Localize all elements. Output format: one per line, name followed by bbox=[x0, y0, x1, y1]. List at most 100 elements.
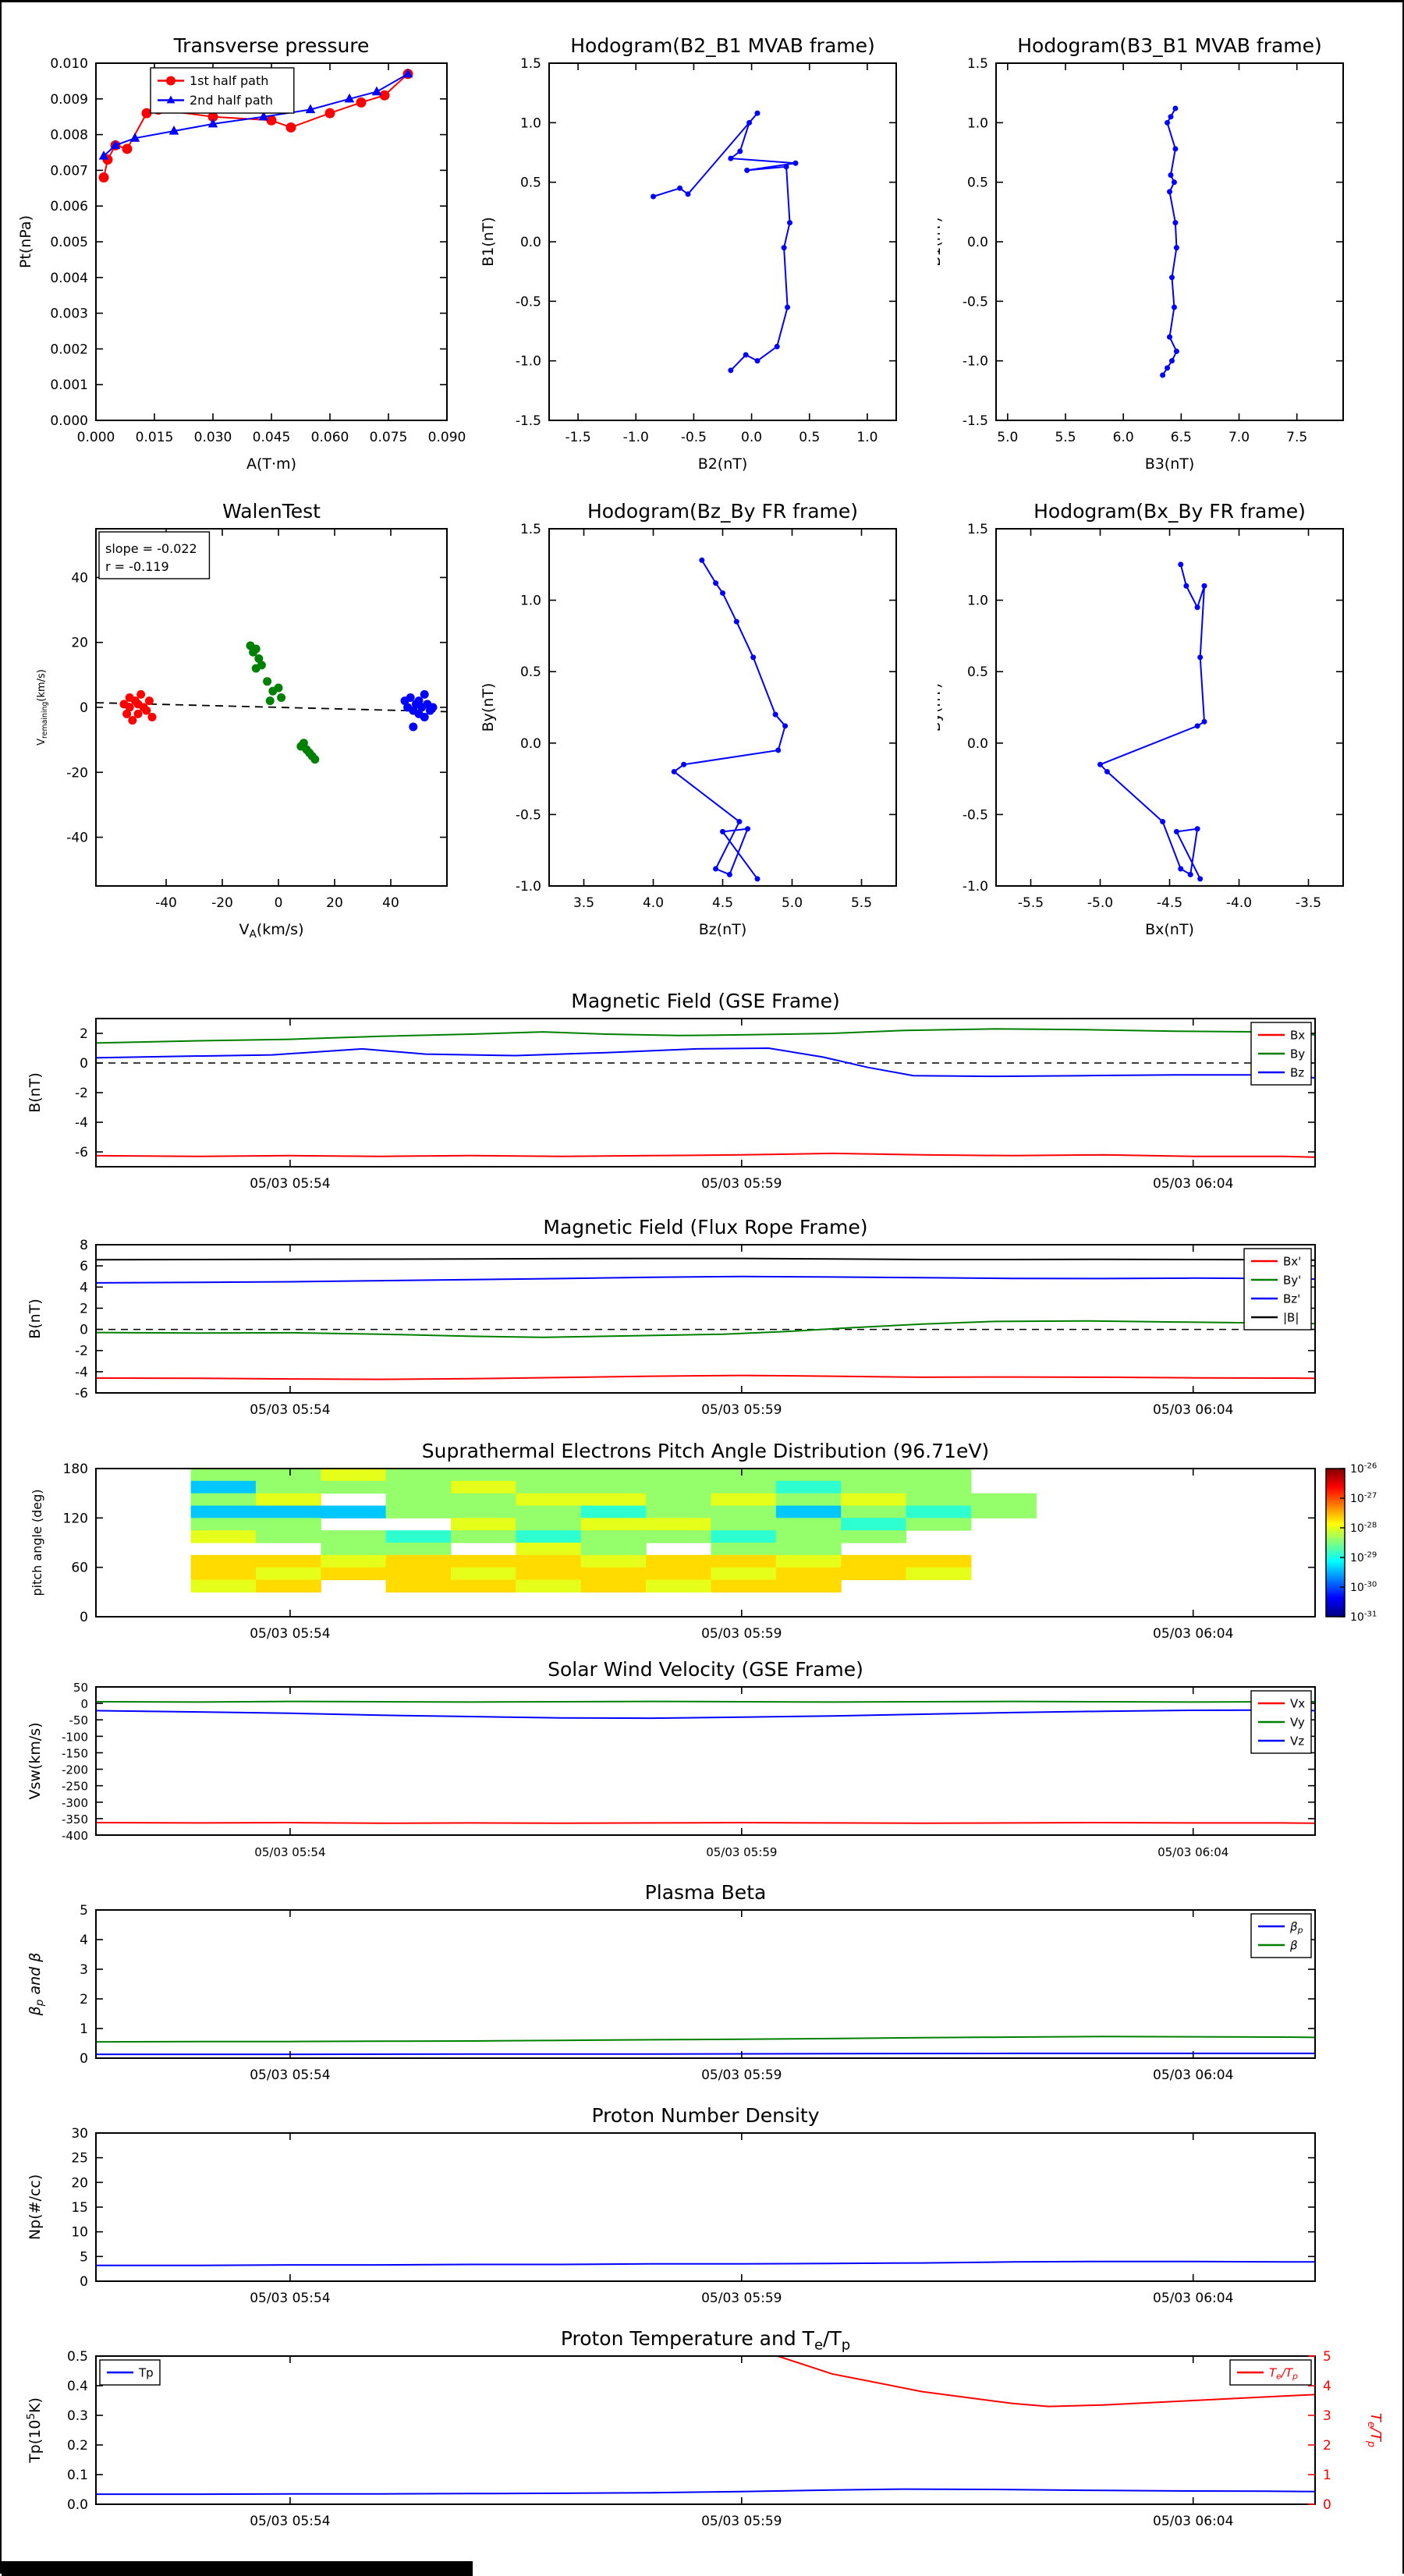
svg-text:05/03 05:59: 05/03 05:59 bbox=[701, 2068, 782, 2083]
svg-text:-3.5: -3.5 bbox=[1296, 895, 1321, 911]
svg-text:-6: -6 bbox=[75, 1145, 88, 1160]
svg-text:-0.5: -0.5 bbox=[516, 294, 541, 310]
svg-text:-1.5: -1.5 bbox=[516, 413, 541, 429]
svg-text:B1(nT): B1(nT) bbox=[938, 217, 944, 267]
svg-text:-4.0: -4.0 bbox=[1226, 895, 1252, 911]
svg-text:0.075: 0.075 bbox=[370, 430, 408, 445]
svg-text:1.0: 1.0 bbox=[520, 594, 541, 609]
svg-text:-0.5: -0.5 bbox=[963, 294, 988, 310]
svg-text:0: 0 bbox=[275, 895, 283, 911]
svg-text:60: 60 bbox=[71, 1561, 88, 1576]
svg-text:0.0: 0.0 bbox=[520, 736, 541, 752]
chart-transverse-pressure: 0.000 0.015 0.030 0.045 0.060 0.075 0.090 0.000… bbox=[17, 34, 466, 473]
svg-text:10-31: 10-31 bbox=[1350, 1610, 1377, 1624]
svg-text:-1.0: -1.0 bbox=[963, 354, 988, 370]
svg-text:Solar Wind Velocity (GSE Frame: Solar Wind Velocity (GSE Frame) bbox=[548, 1658, 863, 1681]
svg-text:0: 0 bbox=[80, 1697, 88, 1711]
svg-text:Magnetic Field (GSE Frame): Magnetic Field (GSE Frame) bbox=[571, 990, 839, 1012]
svg-text:0.060: 0.060 bbox=[311, 430, 349, 445]
svg-text:05/03 05:59: 05/03 05:59 bbox=[701, 1626, 782, 1642]
bottom-black-bar bbox=[2, 2561, 473, 2576]
svg-text:0.030: 0.030 bbox=[194, 430, 232, 445]
chart-proton-temperature: 05/03 05:54 05/03 05:59 05/03 06:04 0.0 0.1 0… bbox=[25, 2327, 1384, 2529]
svg-text:1.0: 1.0 bbox=[856, 430, 878, 445]
svg-text:05/03 06:04: 05/03 06:04 bbox=[1153, 2291, 1233, 2306]
svg-text:-2: -2 bbox=[75, 1086, 88, 1101]
svg-text:0.0: 0.0 bbox=[741, 430, 762, 445]
svg-text:0.002: 0.002 bbox=[50, 342, 88, 357]
svg-text:6.5: 6.5 bbox=[1171, 430, 1192, 445]
svg-text:6.0: 6.0 bbox=[1113, 430, 1134, 445]
svg-text:By': By' bbox=[1283, 1273, 1301, 1287]
svg-text:1.5: 1.5 bbox=[967, 56, 988, 72]
chart-solar-wind-velocity: 05/03 05:54 05/03 05:59 05/03 06:04 50 0 -50 -… bbox=[27, 1658, 1316, 1859]
svg-text:-5.0: -5.0 bbox=[1087, 895, 1113, 911]
svg-text:B2(nT): B2(nT) bbox=[698, 455, 748, 473]
svg-text:-20: -20 bbox=[211, 895, 233, 911]
svg-text:0.5: 0.5 bbox=[967, 664, 988, 680]
svg-text:05/03 05:54: 05/03 05:54 bbox=[250, 2068, 330, 2083]
svg-text:05/03 06:04: 05/03 06:04 bbox=[1153, 2068, 1233, 2083]
svg-text:Plasma Beta: Plasma Beta bbox=[645, 1881, 767, 1904]
svg-text:10: 10 bbox=[71, 2225, 88, 2241]
svg-text:0.3: 0.3 bbox=[67, 2408, 88, 2424]
svg-text:0.006: 0.006 bbox=[50, 199, 88, 214]
svg-text:10-27: 10-27 bbox=[1350, 1492, 1377, 1505]
svg-text:0.5: 0.5 bbox=[967, 175, 988, 191]
svg-text:β: β bbox=[1289, 1938, 1298, 1952]
svg-text:7.0: 7.0 bbox=[1228, 430, 1250, 445]
svg-text:Bx(nT): Bx(nT) bbox=[1145, 921, 1194, 938]
svg-text:-4: -4 bbox=[75, 1365, 88, 1380]
svg-text:0: 0 bbox=[80, 1610, 88, 1625]
svg-text:-0.5: -0.5 bbox=[681, 430, 707, 445]
svg-text:4.0: 4.0 bbox=[643, 895, 664, 911]
svg-text:B(nT): B(nT) bbox=[27, 1072, 44, 1113]
svg-text:10-29: 10-29 bbox=[1350, 1551, 1377, 1564]
svg-text:05/03 05:54: 05/03 05:54 bbox=[254, 1845, 325, 1859]
svg-text:-200: -200 bbox=[62, 1763, 88, 1777]
svg-text:0.007: 0.007 bbox=[50, 163, 88, 179]
svg-text:Bz: Bz bbox=[1290, 1065, 1304, 1079]
svg-text:0.000: 0.000 bbox=[77, 430, 115, 445]
svg-text:0: 0 bbox=[80, 2051, 88, 2067]
svg-text:05/03 06:04: 05/03 06:04 bbox=[1153, 1402, 1233, 1418]
svg-text:0.5: 0.5 bbox=[67, 2349, 88, 2365]
svg-text:05/03 05:59: 05/03 05:59 bbox=[701, 1402, 782, 1418]
svg-text:5.5: 5.5 bbox=[851, 895, 872, 911]
svg-text:0.003: 0.003 bbox=[50, 306, 88, 322]
svg-text:By(nT): By(nT) bbox=[480, 683, 497, 732]
svg-text:-350: -350 bbox=[62, 1812, 88, 1827]
svg-text:2: 2 bbox=[80, 1992, 88, 2007]
svg-text:-1.0: -1.0 bbox=[516, 354, 541, 370]
svg-text:4: 4 bbox=[80, 1280, 88, 1295]
svg-text:-1.0: -1.0 bbox=[623, 430, 649, 445]
svg-text:05/03 06:04: 05/03 06:04 bbox=[1153, 1626, 1233, 1642]
svg-text:-0.5: -0.5 bbox=[963, 807, 988, 823]
svg-text:1.5: 1.5 bbox=[967, 522, 988, 537]
svg-text:-100: -100 bbox=[62, 1730, 88, 1744]
svg-text:-0.5: -0.5 bbox=[516, 807, 541, 823]
chart-proton-number-density: 05/03 05:54 05/03 05:59 05/03 06:04 0 5 10 15 2… bbox=[27, 2104, 1316, 2306]
svg-text:30: 30 bbox=[71, 2126, 88, 2142]
svg-text:8: 8 bbox=[80, 1238, 88, 1253]
svg-text:-4.5: -4.5 bbox=[1157, 895, 1182, 911]
svg-text:4.5: 4.5 bbox=[712, 895, 733, 911]
svg-text:10-28: 10-28 bbox=[1350, 1522, 1377, 1535]
svg-text:3.5: 3.5 bbox=[573, 895, 594, 911]
svg-text:0: 0 bbox=[1323, 2497, 1331, 2513]
svg-text:-6: -6 bbox=[75, 1386, 88, 1401]
svg-text:0.015: 0.015 bbox=[136, 430, 174, 445]
svg-text:0.5: 0.5 bbox=[520, 175, 541, 191]
chart-hodogram-bz-by: 3.5 4.0 4.5 5.0 5.5 -1.0 -0.5 0.0 0.5 1.0 1.5 Hodog… bbox=[480, 500, 897, 938]
svg-text:05/03 05:59: 05/03 05:59 bbox=[701, 1176, 782, 1192]
svg-text:05/03 05:59: 05/03 05:59 bbox=[706, 1845, 777, 1859]
svg-text:180: 180 bbox=[63, 1462, 88, 1477]
svg-text:Bx: Bx bbox=[1290, 1028, 1305, 1042]
svg-text:120: 120 bbox=[63, 1511, 88, 1526]
svg-text:20: 20 bbox=[326, 895, 343, 911]
svg-text:Vx: Vx bbox=[1290, 1696, 1305, 1710]
svg-text:0: 0 bbox=[80, 700, 88, 716]
svg-text:Np(#/cc): Np(#/cc) bbox=[27, 2174, 44, 2240]
svg-text:1: 1 bbox=[1323, 2468, 1331, 2483]
